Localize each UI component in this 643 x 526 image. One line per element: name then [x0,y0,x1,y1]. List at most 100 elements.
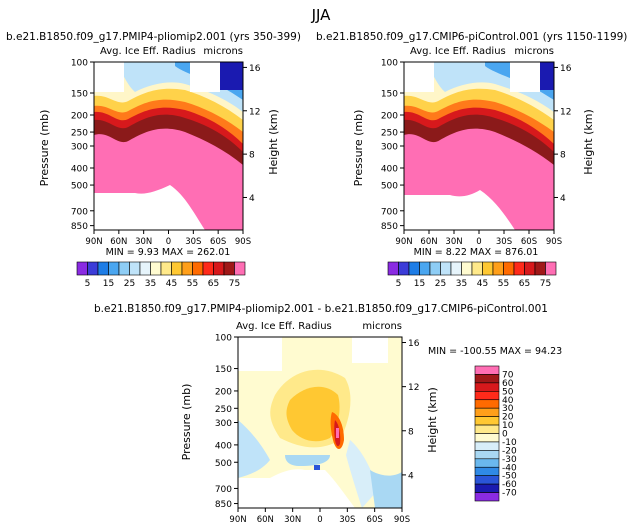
y-tick-label: 250 [71,129,88,139]
heatmap-field [238,337,402,508]
y-ticks-left: 100 150 200 250 300 400 500 700 850 [381,59,404,232]
y-tick-label: 250 [215,405,232,415]
colorbar-swatch [387,261,399,276]
y-tick-label: 400 [381,164,398,174]
colorbar-swatch [503,261,515,276]
x-tick-label: 90S [235,237,251,247]
colorbar-label: 35 [456,279,467,289]
missing-top-right [352,337,388,363]
stats-label: MIN = -100.55 MAX = 94.23 [428,346,562,357]
colorbar-swatch [474,374,500,384]
colorbar-swatch [202,261,214,276]
y-tick-label: 250 [381,129,398,139]
colorbar-swatch [171,261,183,276]
x-tick-label: 60S [210,237,226,247]
colorbar-swatch [129,261,141,276]
x-tick-label: 0 [166,237,171,247]
band-darkblue [220,62,243,90]
colorbar-swatch [419,261,431,276]
y-tick-label: 850 [71,222,88,232]
colorbar-swatch [461,261,473,276]
x-tick-label: 60N [420,237,437,247]
y-tick-label: 200 [381,111,398,121]
colorbar-label: 0 [502,430,508,440]
colorbar-swatch [76,261,88,276]
units-label: microns [514,46,554,57]
y-right-tick-label: 8 [560,151,566,161]
colorbar-swatch [450,261,462,276]
y-right-tick-label: 4 [408,471,414,481]
y-tick-label: 100 [71,59,88,69]
colorbar-label: 5 [85,279,91,289]
x-tick-label: 30S [185,237,201,247]
y-tick-label: 700 [381,207,398,217]
positive-peak [336,428,339,438]
y-tick-label: 300 [215,419,232,429]
negative-region [238,420,270,478]
panel-title: b.e21.B1850.f09_g17.PMIP4-pliomip2.001 (… [6,31,301,43]
colorbar-swatch [492,261,504,276]
y-right-tick-label: 16 [408,339,420,349]
y-tick-label: 700 [215,485,232,495]
y-tick-label: 300 [381,143,398,153]
colorbar-label: 15 [414,279,425,289]
x-tick-label: 60N [110,237,127,247]
colorbar-swatch [97,261,109,276]
y-tick-label: 150 [71,90,88,100]
colorbar-swatch [474,433,500,443]
colorbar-swatch [474,483,500,493]
missing-top-left [404,62,434,92]
colorbar-label: -20 [502,446,517,456]
x-tick-label: 60N [257,515,274,525]
colorbar-label: 45 [166,279,177,289]
colorbar-label: 35 [145,279,156,289]
colorbar-label: 50 [502,387,514,397]
colorbar-label: 30 [502,404,514,414]
colorbar-label: 25 [124,279,135,289]
colorbar-label: -10 [502,438,517,448]
colorbar-swatch [150,261,162,276]
colorbar-swatch [139,261,151,276]
panel-subtitle: Avg. Ice Eff. Radius [410,46,506,57]
colorbar-label: 55 [498,279,509,289]
colorbar-label: 20 [502,413,514,423]
colorbar-swatch [474,416,500,426]
page-title: JJA [311,6,332,24]
y-ticks-right: 16 12 8 4 [243,64,261,204]
colorbar-label: 55 [187,279,198,289]
y-right-tick-label: 4 [560,194,566,204]
x-tick-label: 30S [496,237,512,247]
units-label: microns [203,46,243,57]
colorbar-swatch [474,399,500,409]
y-right-tick-label: 12 [408,383,419,393]
x-ticks: 90N 60N 30N 0 30S 60S 90S [85,230,251,247]
y-tick-label: 850 [381,222,398,232]
y-right-tick-label: 4 [249,194,255,204]
colorbar-swatch [223,261,235,276]
x-tick-label: 90S [546,237,562,247]
x-tick-label: 90S [394,515,410,525]
colorbar-swatch [108,261,120,276]
x-tick-label: 90N [229,515,246,525]
panel-title: b.e21.B1850.f09_g17.CMIP6-piControl.001 … [316,31,627,43]
panel-difference: b.e21.B1850.f09_g17.PMIP4-pliomip2.001 -… [94,303,562,525]
y-tick-label: 700 [71,207,88,217]
colorbar-swatch [474,407,500,417]
colorbar-swatch [429,261,441,276]
y-axis-right-label: Height (km) [267,109,280,175]
y-axis-label: Pressure (mb) [180,384,193,461]
colorbar-swatch [474,391,500,401]
colorbar-swatch [474,458,500,468]
colorbar-swatch [474,424,500,434]
stats-label: MIN = 8.22 MAX = 876.01 [414,247,539,258]
negative-region [285,455,330,466]
x-tick-label: 30S [339,515,355,525]
colorbar-swatch [524,261,536,276]
negative-region [370,470,402,508]
y-right-tick-label: 8 [408,427,414,437]
x-tick-label: 30N [284,515,301,525]
colorbar-swatch [545,261,557,276]
panel-subtitle: Avg. Ice Eff. Radius [236,321,332,332]
missing-top-left [94,62,124,92]
